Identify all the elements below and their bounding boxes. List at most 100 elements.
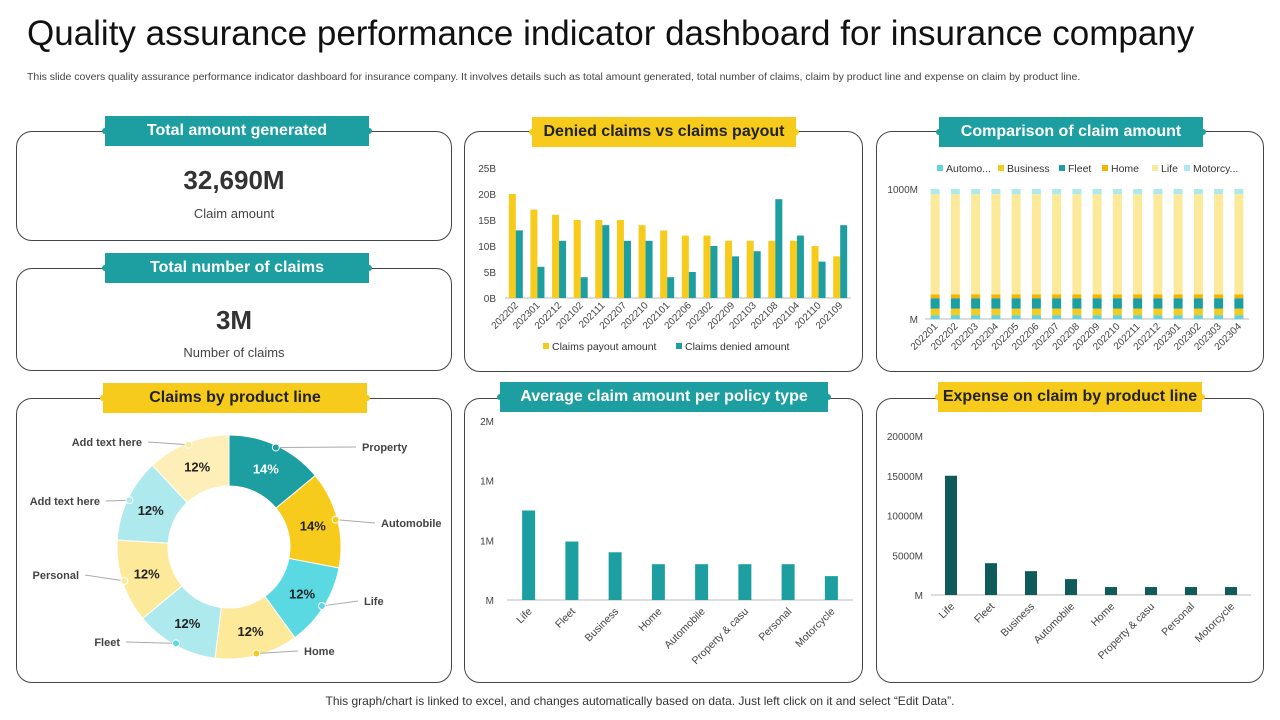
x-tick-label: Business [999, 601, 1038, 640]
legend-label: Life [1161, 163, 1178, 175]
stack-segment [1052, 294, 1062, 299]
x-tick-label: Life [937, 601, 958, 622]
stack-segment [971, 194, 981, 295]
bar-denied [623, 240, 631, 298]
leader-dot [172, 639, 181, 648]
comparison-header: Comparison of claim amount [936, 117, 1206, 147]
pie-slice [151, 434, 230, 504]
stack-segment [1092, 315, 1102, 319]
x-tick-label: Fleet [972, 601, 997, 626]
bar-payout [703, 235, 711, 298]
stack-segment [1072, 189, 1082, 195]
stack-segment [950, 194, 960, 295]
stack-segment [1153, 194, 1163, 295]
stack-segment [1173, 308, 1183, 316]
stack-segment [1031, 308, 1041, 316]
denied-claims-header: Denied claims vs claims payout [529, 117, 799, 147]
stack-segment [930, 315, 940, 319]
slice-value-label: 14% [253, 462, 279, 477]
stack-segment [1173, 194, 1183, 295]
stack-segment [1011, 315, 1021, 319]
leader-line [147, 441, 189, 446]
stack-segment [971, 315, 981, 319]
stack-segment [1173, 189, 1183, 195]
bar [608, 552, 622, 600]
total-claims-value: 3M [215, 305, 253, 335]
slice-category-label: Add text here [30, 496, 100, 508]
stack-segment [991, 189, 1001, 195]
bar [985, 563, 997, 595]
leader-line [125, 641, 177, 644]
stack-segment [1052, 298, 1062, 309]
y-tick-label: 20000M [887, 432, 923, 443]
stack-segment [1214, 298, 1224, 309]
stack-segment [1193, 189, 1203, 195]
expense-chart: M 5000M 10000M 15000M 20000M Life Fleet Busines… [887, 432, 1251, 662]
stack-segment [1173, 298, 1183, 309]
slice-category-label: Home [304, 646, 335, 658]
legend-label: Claims denied amount [685, 341, 790, 353]
y-tick-label: 0B [484, 294, 497, 305]
y-tick-label: 5000M [892, 551, 923, 562]
stack-segment [971, 294, 981, 299]
stack-segment [971, 189, 981, 195]
x-tick-label: Motorcycle [1193, 601, 1237, 645]
total-claims-panel: 3M Number of claims [16, 268, 452, 371]
stack-segment [1234, 294, 1244, 299]
stack-segment [1234, 194, 1244, 295]
leader-line [321, 600, 359, 607]
y-tick-label: M [486, 596, 494, 607]
stack-segment [950, 308, 960, 316]
legend-label: Claims payout amount [552, 341, 657, 353]
stack-segment [1153, 308, 1163, 316]
stack-segment [1214, 308, 1224, 316]
leader-dot [317, 601, 326, 610]
stack-segment [930, 194, 940, 295]
stack-segment [1092, 308, 1102, 316]
slice-category-label: Fleet [94, 637, 120, 649]
bar [1185, 587, 1197, 595]
bar-payout [660, 230, 668, 298]
y-tick-label: M [910, 315, 918, 326]
stack-segment [1052, 189, 1062, 195]
bar-payout [746, 240, 754, 298]
footer-note: This graph/chart is linked to excel, and… [325, 694, 955, 708]
stack-segment [1011, 308, 1021, 316]
bar-payout [833, 256, 841, 298]
stack-segment [1193, 194, 1203, 295]
leader-dot [252, 649, 261, 658]
legend-label: Motorcy... [1193, 163, 1238, 175]
product-line-header: Claims by product line [100, 383, 370, 413]
bar-denied [515, 230, 523, 298]
comparison-panel: 1000M M 202201 202202 202203 202204 202205 2022… [876, 131, 1264, 372]
y-tick-label: M [915, 591, 923, 602]
stack-segment [1234, 315, 1244, 319]
bar-denied [775, 199, 783, 298]
slice-category-label: Add text here [72, 437, 142, 449]
stack-segment [971, 298, 981, 309]
legend-swatch [1059, 165, 1065, 171]
y-tick-label: 1M [480, 477, 494, 488]
total-claims-header: Total number of claims [102, 253, 372, 283]
stack-segment [1011, 294, 1021, 299]
bar-payout [530, 209, 538, 298]
y-tick-label: 5B [484, 268, 497, 279]
product-line-panel: 14% Property 14% Automobile 12% Life 12% Home 12… [16, 398, 452, 683]
bar-payout [789, 240, 797, 298]
x-tick-label: Fleet [553, 606, 578, 631]
bar-denied [559, 240, 567, 298]
stack-segment [1234, 308, 1244, 316]
stack-segment [1153, 189, 1163, 195]
stack-segment [1112, 189, 1122, 195]
x-tick-label: Motorcycle [793, 606, 837, 650]
stack-segment [1112, 294, 1122, 299]
legend-label: Business [1007, 163, 1050, 175]
stack-segment [1031, 294, 1041, 299]
stack-segment [991, 315, 1001, 319]
slice-category-label: Personal [33, 570, 79, 582]
stack-segment [1092, 298, 1102, 309]
stack-segment [1072, 308, 1082, 316]
bar [1105, 587, 1117, 595]
stack-segment [1234, 189, 1244, 195]
legend-label: Home [1111, 163, 1139, 175]
